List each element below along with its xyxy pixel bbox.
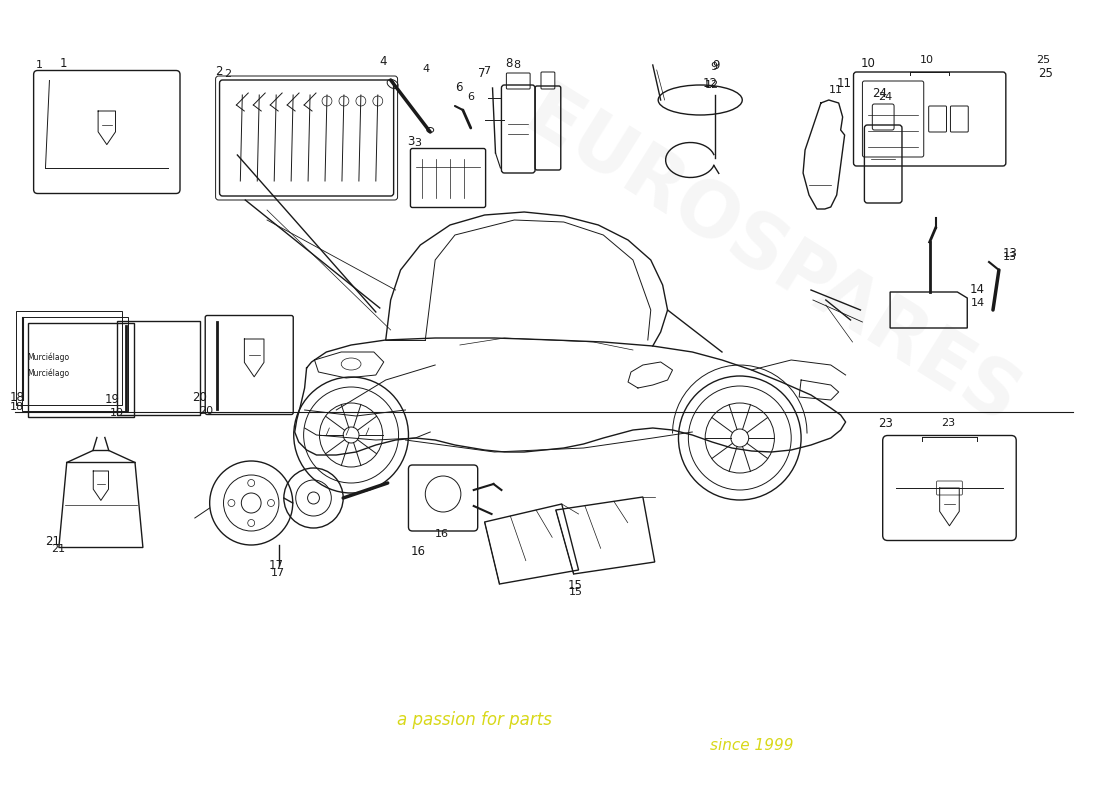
Text: EUROSPARES: EUROSPARES bbox=[512, 78, 1032, 442]
Text: 12: 12 bbox=[702, 77, 717, 90]
Text: 25: 25 bbox=[1036, 55, 1050, 65]
Text: 14: 14 bbox=[969, 283, 984, 296]
Text: 1: 1 bbox=[59, 57, 67, 70]
Text: 24: 24 bbox=[872, 87, 888, 100]
Text: 16: 16 bbox=[436, 529, 449, 539]
Text: 25: 25 bbox=[1038, 67, 1054, 80]
Text: 21: 21 bbox=[51, 543, 65, 554]
Text: 18: 18 bbox=[10, 402, 23, 412]
Text: 17: 17 bbox=[270, 559, 284, 572]
Text: 15: 15 bbox=[568, 579, 583, 592]
Text: 18: 18 bbox=[10, 391, 25, 404]
Text: 1: 1 bbox=[35, 61, 43, 70]
Text: 24: 24 bbox=[878, 92, 892, 102]
Text: 9: 9 bbox=[711, 62, 717, 72]
Text: 8: 8 bbox=[514, 60, 520, 70]
Text: 9: 9 bbox=[712, 59, 719, 72]
Text: 14: 14 bbox=[971, 298, 986, 308]
Text: 2: 2 bbox=[216, 65, 223, 78]
Text: 15: 15 bbox=[569, 587, 583, 597]
Text: 2: 2 bbox=[224, 69, 232, 79]
Text: a passion for parts: a passion for parts bbox=[397, 711, 552, 729]
Text: 13: 13 bbox=[1003, 247, 1018, 260]
Text: 23: 23 bbox=[878, 417, 893, 430]
Text: 10: 10 bbox=[920, 55, 934, 65]
Text: 12: 12 bbox=[705, 80, 719, 90]
Text: Murciélago: Murciélago bbox=[28, 353, 69, 362]
Text: since 1999: since 1999 bbox=[710, 738, 793, 753]
Text: 11: 11 bbox=[828, 85, 843, 95]
Text: 4: 4 bbox=[422, 64, 429, 74]
Text: 11: 11 bbox=[837, 77, 851, 90]
Text: 10: 10 bbox=[860, 57, 876, 70]
Text: Murciélago: Murciélago bbox=[28, 369, 69, 378]
Text: 7: 7 bbox=[477, 67, 485, 80]
Text: 8: 8 bbox=[505, 57, 513, 70]
Text: 20: 20 bbox=[191, 391, 207, 404]
Text: 6: 6 bbox=[455, 81, 462, 94]
Text: 16: 16 bbox=[410, 545, 426, 558]
Text: 7: 7 bbox=[483, 66, 490, 76]
Text: 21: 21 bbox=[45, 535, 60, 548]
Text: 20: 20 bbox=[199, 406, 213, 417]
Text: 6: 6 bbox=[466, 92, 474, 102]
Text: 13: 13 bbox=[1003, 252, 1016, 262]
Text: 3: 3 bbox=[415, 138, 421, 147]
Text: 19: 19 bbox=[104, 393, 120, 406]
Text: 3: 3 bbox=[407, 135, 415, 148]
Text: 19: 19 bbox=[110, 408, 124, 418]
Text: 4: 4 bbox=[379, 55, 387, 68]
Text: 23: 23 bbox=[942, 418, 956, 429]
Text: 17: 17 bbox=[271, 568, 285, 578]
